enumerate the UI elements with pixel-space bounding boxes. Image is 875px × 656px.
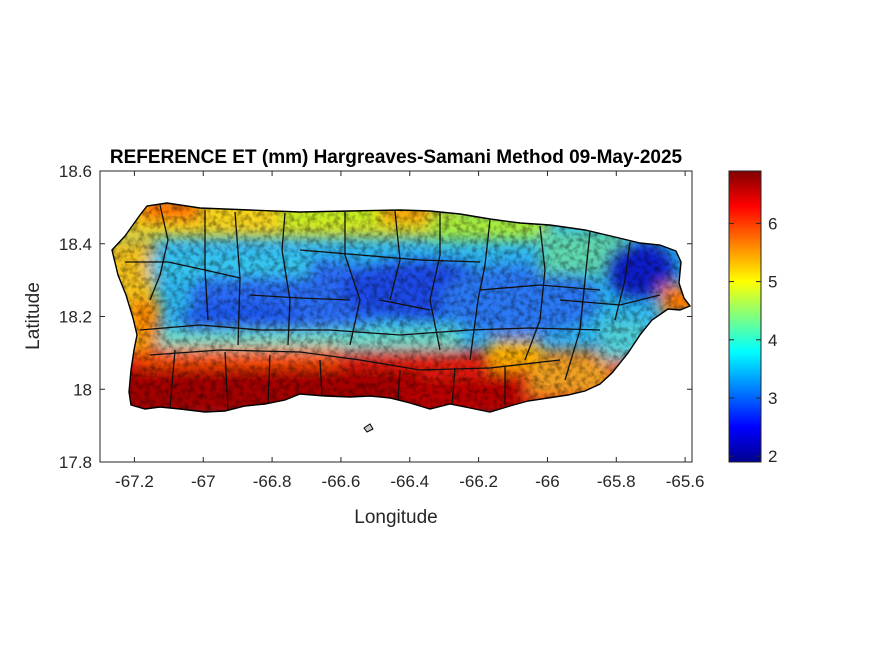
y-tick-label: 18.6 bbox=[59, 162, 92, 181]
field-speckle bbox=[112, 203, 690, 412]
y-tick-label: 17.8 bbox=[59, 453, 92, 472]
x-tick-label: -65.8 bbox=[597, 472, 636, 491]
colorbar-tick-label: 2 bbox=[768, 447, 777, 466]
municipality-boundaries bbox=[125, 204, 661, 411]
x-axis-label: Longitude bbox=[354, 507, 437, 528]
colorbar-tick-label: 6 bbox=[768, 214, 777, 233]
x-tick-label: -66.2 bbox=[459, 472, 498, 491]
y-axis: 17.8 18 18.2 18.4 18.6 bbox=[59, 162, 692, 472]
x-tick-label: -66.4 bbox=[390, 472, 429, 491]
colorbar bbox=[728, 170, 762, 463]
x-tick-label: -67.2 bbox=[115, 472, 154, 491]
x-tick-label: -67 bbox=[191, 472, 216, 491]
et-field-map bbox=[112, 203, 690, 412]
colorbar-tick-label: 4 bbox=[768, 331, 777, 350]
y-axis-label: Latitude bbox=[23, 282, 44, 350]
x-tick-label: -65.6 bbox=[666, 472, 705, 491]
colorbar-ticks: 2 3 4 5 6 bbox=[729, 214, 777, 466]
x-axis: -67.2 -67 -66.8 -66.6 -66.4 -66.2 -66 -65.8 -65.… bbox=[115, 171, 704, 491]
x-tick-label: -66.8 bbox=[253, 472, 292, 491]
x-tick-label: -66 bbox=[535, 472, 560, 491]
y-tick-label: 18.4 bbox=[59, 235, 92, 254]
colorbar-tick-label: 3 bbox=[768, 389, 777, 408]
small-island bbox=[363, 423, 374, 433]
y-tick-label: 18.2 bbox=[59, 308, 92, 327]
chart-title: REFERENCE ET (mm) Hargreaves-Samani Meth… bbox=[110, 147, 683, 168]
x-tick-label: -66.6 bbox=[322, 472, 361, 491]
colorbar-tick-label: 5 bbox=[768, 273, 777, 292]
y-tick-label: 18 bbox=[73, 380, 92, 399]
